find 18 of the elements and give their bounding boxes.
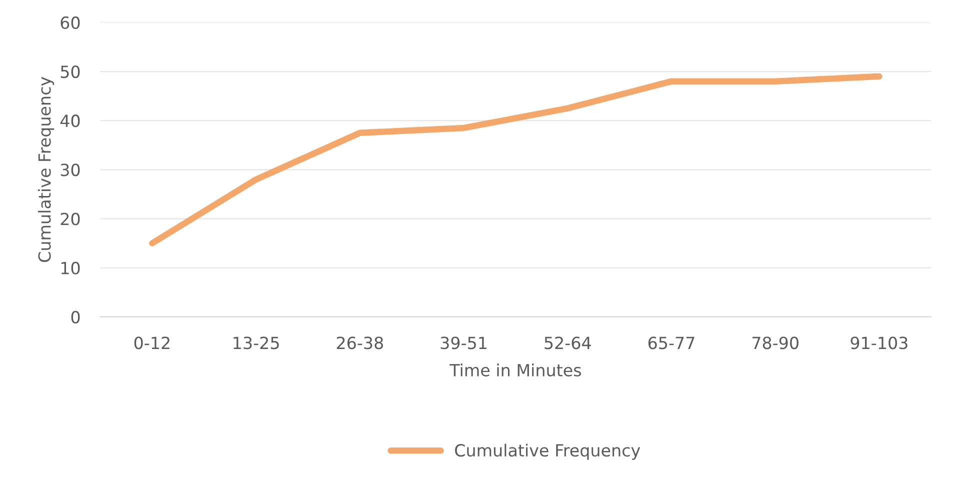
x-tick-label: 65-77: [648, 336, 694, 350]
x-tick-label: 52-64: [544, 336, 591, 350]
y-tick-label: 30: [60, 164, 80, 176]
y-tick-label: 40: [60, 114, 80, 128]
x-tick-label: 78-90: [752, 336, 798, 350]
y-axis-title: Cumulative Frequency: [38, 76, 54, 262]
x-tick-label: 0-12: [134, 336, 170, 350]
y-tick-label: 10: [61, 262, 80, 274]
y-tick-label: 20: [60, 212, 80, 226]
y-tick-label: 50: [60, 65, 80, 78]
x-tick-label: 26-38: [336, 336, 383, 350]
y-tick-label: 60: [60, 16, 80, 30]
legend-label: Cumulative Frequency: [455, 444, 640, 460]
x-axis-title: Time in Minutes: [450, 364, 581, 376]
x-tick-label: 13-25: [234, 336, 279, 350]
x-tick-label: 39-51: [440, 336, 486, 350]
x-tick-label: 91-103: [850, 336, 908, 350]
y-tick-label: 0: [71, 310, 80, 324]
